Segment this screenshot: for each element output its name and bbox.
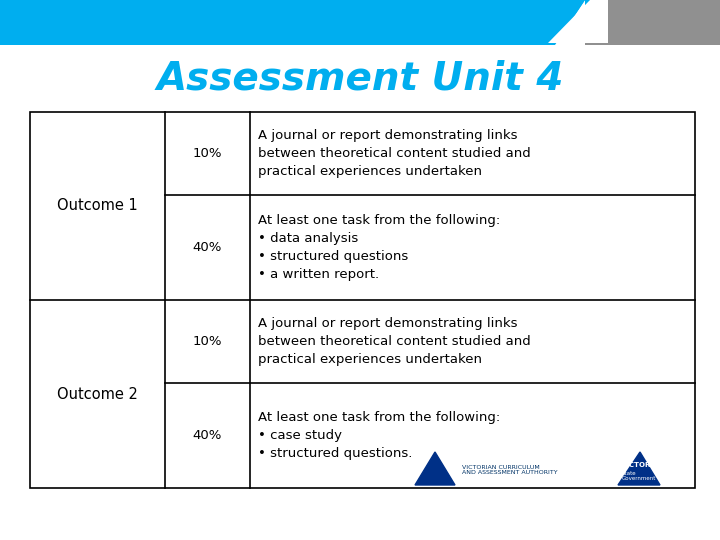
Bar bbox=[608, 0, 720, 43]
Polygon shape bbox=[590, 0, 608, 43]
Text: 10%: 10% bbox=[193, 335, 222, 348]
Text: Outcome 2: Outcome 2 bbox=[57, 387, 138, 402]
Text: At least one task from the following:
• case study
• structured questions.: At least one task from the following: • … bbox=[258, 411, 500, 460]
Polygon shape bbox=[415, 452, 455, 485]
Text: State
Government: State Government bbox=[622, 470, 657, 481]
Text: A journal or report demonstrating links
between theoretical content studied and
: A journal or report demonstrating links … bbox=[258, 317, 531, 366]
Text: VICTORIA: VICTORIA bbox=[622, 462, 660, 468]
Text: 40%: 40% bbox=[193, 429, 222, 442]
Text: VICTORIAN CURRICULUM
AND ASSESSMENT AUTHORITY: VICTORIAN CURRICULUM AND ASSESSMENT AUTH… bbox=[462, 464, 557, 475]
Text: Outcome 1: Outcome 1 bbox=[57, 199, 138, 213]
Text: 10%: 10% bbox=[193, 147, 222, 160]
Bar bbox=[30, 112, 695, 488]
Text: 40%: 40% bbox=[193, 241, 222, 254]
Bar bbox=[0, 0, 555, 45]
Text: A journal or report demonstrating links
between theoretical content studied and
: A journal or report demonstrating links … bbox=[258, 129, 531, 178]
Polygon shape bbox=[548, 0, 720, 43]
Polygon shape bbox=[555, 0, 585, 45]
Bar bbox=[0, 0, 720, 43]
Text: At least one task from the following:
• data analysis
• structured questions
• a: At least one task from the following: • … bbox=[258, 214, 500, 281]
Text: Assessment Unit 4: Assessment Unit 4 bbox=[156, 59, 564, 97]
Polygon shape bbox=[555, 0, 585, 45]
Bar bbox=[585, 0, 720, 45]
Polygon shape bbox=[618, 452, 660, 485]
